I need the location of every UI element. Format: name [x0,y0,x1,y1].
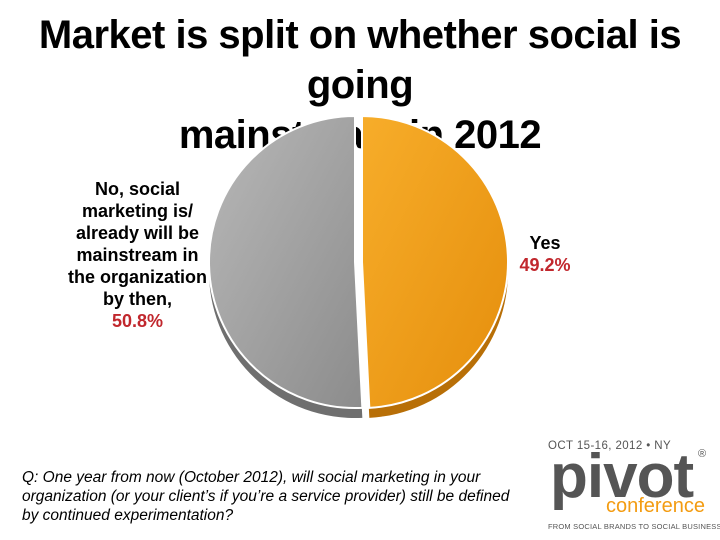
question-line-2: organization (or your client’s if you’re… [22,488,510,505]
slice-label-yes-line-1: Yes [529,233,561,253]
slice-label-no-line-5: the organization [68,267,207,287]
logo-date: OCT 15-16, 2012 • NY [548,440,672,452]
pie-slice-yes [361,114,510,409]
question-line-1: Q: One year from now (October 2012), wil… [22,469,481,486]
slice-label-no-line-1: No, social [94,179,181,199]
logo-registered-mark: ® [698,448,707,460]
slice-value-no: 50.8% [111,311,164,331]
slice-label-yes: Yes 49.2% [505,232,585,276]
logo-subtitle: conference [606,495,705,517]
slide-title: Market is split on whether social is goi… [10,10,710,160]
slice-label-no-line-6: by then, [102,289,172,309]
title-line-1: Market is split on whether social is goi… [38,13,682,107]
logo-tagline: FROM SOCIAL BRANDS TO SOCIAL BUSINESS [548,522,720,531]
title-line-2: mainstream in 2012 [178,113,542,157]
pivot-conference-logo: OCT 15-16, 2012 • NY pivot ® conference … [548,440,720,535]
logo-wordmark: pivot [550,442,694,511]
pie-slice-no [208,114,364,409]
slice-label-no-line-3: already will be [75,223,200,243]
slice-label-no-line-4: mainstream in [76,245,199,265]
question-line-3: by continued experimentation? [22,507,234,524]
slice-label-no-line-2: marketing is/ [81,201,194,221]
survey-question: Q: One year from now (October 2012), wil… [22,468,532,525]
slice-value-yes: 49.2% [519,255,571,275]
slice-label-no: No, social marketing is/ already will be… [60,178,215,332]
